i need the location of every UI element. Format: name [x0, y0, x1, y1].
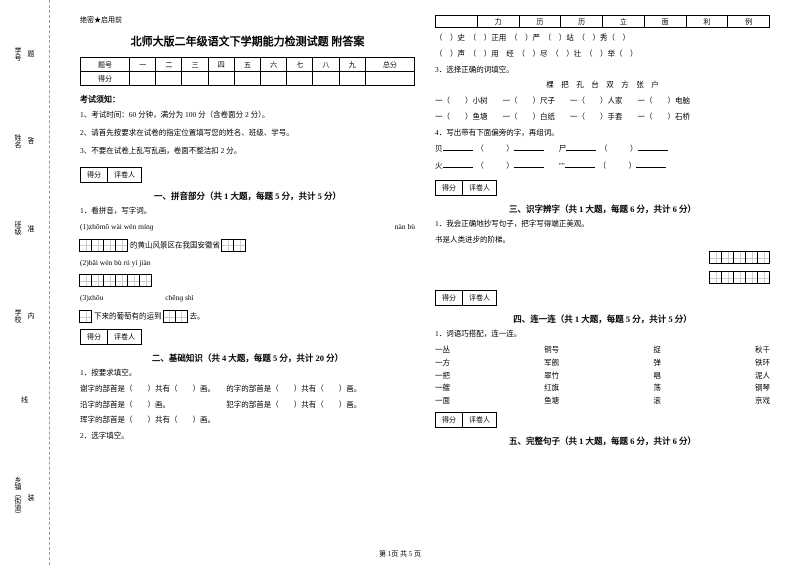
score-table: 题号一二三四五六七八九总分 得分 [80, 57, 415, 86]
match-row-1: 一丛铜号捉秋千 [435, 344, 770, 357]
q1-grid-1: 的黄山风景区在我国安徽省 [80, 237, 415, 254]
score-value-row: 得分 [81, 72, 415, 86]
binding-label-4: 答姓名 [13, 134, 36, 148]
score-right: 评卷人 [463, 181, 496, 195]
q1-p3: (3)zhōu chēnɡ shì [80, 292, 415, 305]
match-row-3: 一把翠竹唱泥人 [435, 370, 770, 383]
page-footer: 第 1页 共 5 页 [379, 549, 421, 559]
char-row-2: （ ）史 （ ）正用 （ ）严 （ ）站 （ ）秀（ ） [435, 32, 770, 45]
score-right: 评卷人 [463, 291, 496, 305]
q4-label: 4．写出带有下面偏旁的字，再组词。 [435, 127, 770, 140]
score-header-row: 题号一二三四五六七八九总分 [81, 58, 415, 72]
section-1-title: 一、拼音部分（共 1 大题，每题 5 分，共计 5 分） [80, 190, 415, 202]
q4-row-2: 火 （ ） "" （ ） [435, 159, 770, 173]
char-select-table: 力历历立面利例 [435, 15, 770, 28]
exam-title: 北师大版二年级语文下学期能力检测试题 附答案 [80, 33, 415, 49]
score-left: 得分 [436, 413, 463, 427]
score-right: 评卷人 [108, 168, 141, 182]
section-3-title: 三、识字辨字（共 1 大题，每题 6 分，共计 6 分） [435, 203, 770, 215]
q1-grid-2 [80, 272, 415, 289]
binding-label-1: 线 [20, 396, 30, 403]
q6-label: 1．词语巧搭配，连一连。 [435, 328, 770, 341]
page-content: 绝密★启用前 北师大版二年级语文下学期能力检测试题 附答案 题号一二三四五六七八… [50, 0, 800, 565]
q5-grid [435, 249, 770, 266]
notice-2: 2、请首先按要求在试卷的指定位置填写您的姓名、班级、学号。 [80, 127, 415, 139]
score-box-1: 得分 评卷人 [80, 167, 142, 183]
q4-row-1: 贝 （ ） 尸 （ ） [435, 142, 770, 156]
secret-label: 绝密★启用前 [80, 15, 415, 25]
match-row-4: 一艘红旗荡钢琴 [435, 382, 770, 395]
score-right: 评卷人 [463, 413, 496, 427]
q5-grid-2 [435, 269, 770, 286]
binding-label-3: 准班级 [13, 221, 36, 235]
score-left: 得分 [436, 291, 463, 305]
score-box-2: 得分 评卷人 [80, 329, 142, 345]
q2-sub2: 2．选字填空。 [80, 430, 415, 443]
score-box-5: 得分 评卷人 [435, 412, 497, 428]
q3-label: 3．选择正确的词填空。 [435, 64, 770, 77]
q2-line-2: 沿字的部首是（ ）画。 犯字的部首是（ ）共有（ ）画。 [80, 399, 415, 412]
binding-label-5: 题学号 [13, 47, 36, 61]
score-right: 评卷人 [108, 330, 141, 344]
score-box-4: 得分 评卷人 [435, 290, 497, 306]
q1-label: 1．看拼音，写字词。 [80, 205, 415, 218]
char-row-3: （ ）声 （ ）用 经 （ ）尽 （ ）壮 （ ）举（ ） [435, 48, 770, 61]
q3-line-2: 一（ ）鱼塘 一（ ）白纸 一（ ）手套 一（ ）石桥 [435, 111, 770, 124]
binding-label-2: 内学校 [13, 309, 36, 323]
q2-label: 1．按要求填空。 [80, 367, 415, 380]
q5-text: 书是人类进步的阶梯。 [435, 234, 770, 247]
q3-header: 棵 把 孔 台 双 方 张 户 [435, 79, 770, 92]
binding-label-0: 装乡镇（街道） [13, 476, 36, 518]
score-box-3: 得分 评卷人 [435, 180, 497, 196]
q5-label: 1．我会正确地抄写句子，把字写得端正美观。 [435, 218, 770, 231]
section-4-title: 四、连一连（共 1 大题，每题 5 分，共计 5 分） [435, 313, 770, 325]
score-left: 得分 [436, 181, 463, 195]
q1-grid-3: 下来的葡萄有的运到 去。 [80, 308, 415, 325]
q1-p2: (2)bǎi wén bù rú yí jiàn [80, 257, 415, 270]
q1-p1: (1)zhōmō wài wén mínɡ nàn bù [80, 221, 415, 234]
q2-line-3: 珲字的部首是（ ）共有（ ）画。 [80, 414, 415, 427]
right-column: 力历历立面利例 （ ）史 （ ）正用 （ ）严 （ ）站 （ ）秀（ ） （ ）… [425, 15, 780, 545]
score-left: 得分 [81, 168, 108, 182]
section-5-title: 五、完整句子（共 1 大题，每题 6 分，共计 6 分） [435, 435, 770, 447]
notice-3: 3、不要在试卷上乱写乱画，卷面不整洁扣 2 分。 [80, 145, 415, 157]
section-2-title: 二、基础知识（共 4 大题，每题 5 分，共计 20 分） [80, 352, 415, 364]
left-column: 绝密★启用前 北师大版二年级语文下学期能力检测试题 附答案 题号一二三四五六七八… [70, 15, 425, 545]
match-row-2: 一方军舰弹铁环 [435, 357, 770, 370]
q2-line-1: 谢字的部首是（ ）共有（ ）画。 的字的部首是（ ）共有（ ）画。 [80, 383, 415, 396]
binding-column: 题学号 答姓名 准班级 内学校 线 装乡镇（街道） [0, 0, 50, 565]
notice-1: 1、考试时间：60 分钟，满分为 100 分（含卷面分 2 分）。 [80, 109, 415, 121]
notice-head: 考试须知： [80, 94, 415, 105]
match-row-5: 一面鱼塘滚京戏 [435, 395, 770, 408]
score-left: 得分 [81, 330, 108, 344]
q3-line-1: 一（ ）小树 一（ ）尺子 一（ ）人家 一（ ）电脑 [435, 95, 770, 108]
